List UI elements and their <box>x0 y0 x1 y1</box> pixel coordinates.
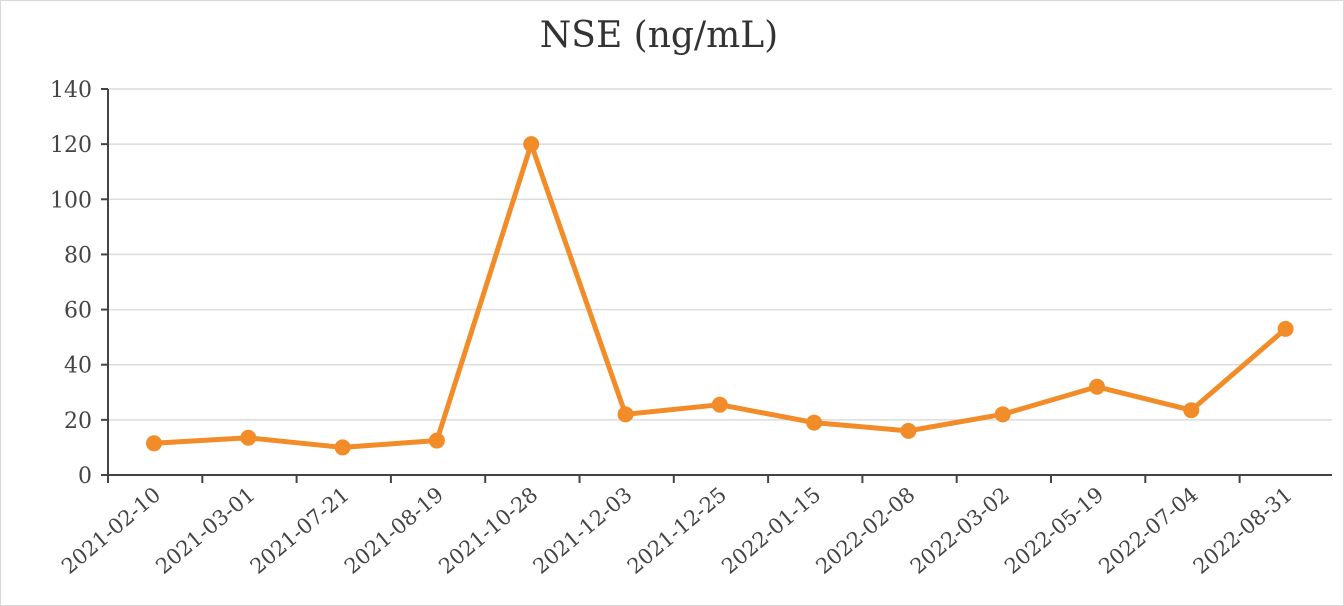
chart-title: NSE (ng/mL) <box>540 15 778 56</box>
data-point <box>711 396 728 413</box>
x-tick-label: 2022-05-19 <box>1000 482 1108 578</box>
x-tick-label: 2021-03-01 <box>151 482 259 578</box>
data-point <box>1089 378 1105 395</box>
y-tick-label: 0 <box>78 464 92 489</box>
data-point <box>146 435 162 452</box>
x-tick-label: 2022-03-02 <box>906 482 1014 578</box>
y-tick-label: 20 <box>64 409 92 434</box>
y-tick-label: 120 <box>50 133 92 158</box>
y-tick-label: 100 <box>50 188 92 213</box>
series <box>146 136 1294 456</box>
grid <box>108 88 1332 421</box>
x-tick-label: 2021-02-10 <box>57 482 165 578</box>
data-point <box>806 414 823 431</box>
y-tick-labels: 0 20 40 60 80 100 120 140 <box>50 78 92 489</box>
data-point <box>617 406 634 423</box>
x-tick-label: 2022-08-31 <box>1189 482 1297 578</box>
y-tick-label: 140 <box>50 78 92 103</box>
x-tick-label: 2022-02-08 <box>811 482 919 578</box>
data-point <box>1277 320 1294 337</box>
data-point <box>428 432 445 449</box>
data-point <box>523 136 540 153</box>
x-tick-label: 2021-12-25 <box>623 482 731 578</box>
data-point <box>334 439 351 456</box>
data-point <box>994 406 1011 423</box>
y-tick-label: 60 <box>64 299 92 324</box>
x-tick-label: 2022-07-04 <box>1094 482 1202 578</box>
y-tick-label: 40 <box>64 354 92 379</box>
axes <box>101 88 1332 483</box>
data-point <box>240 429 257 446</box>
x-tick-label: 2021-10-28 <box>434 482 542 578</box>
x-tick-label: 2021-07-21 <box>246 482 354 578</box>
y-tick-label: 80 <box>64 243 92 268</box>
x-tick-label: 2022-01-15 <box>717 482 825 578</box>
x-tick-labels: 2021-02-102021-03-012021-07-212021-08-19… <box>57 482 1297 578</box>
x-tick-label: 2021-12-03 <box>529 482 637 578</box>
x-tick-label: 2021-08-19 <box>340 482 448 578</box>
data-point <box>1183 402 1200 419</box>
data-point <box>900 422 917 439</box>
